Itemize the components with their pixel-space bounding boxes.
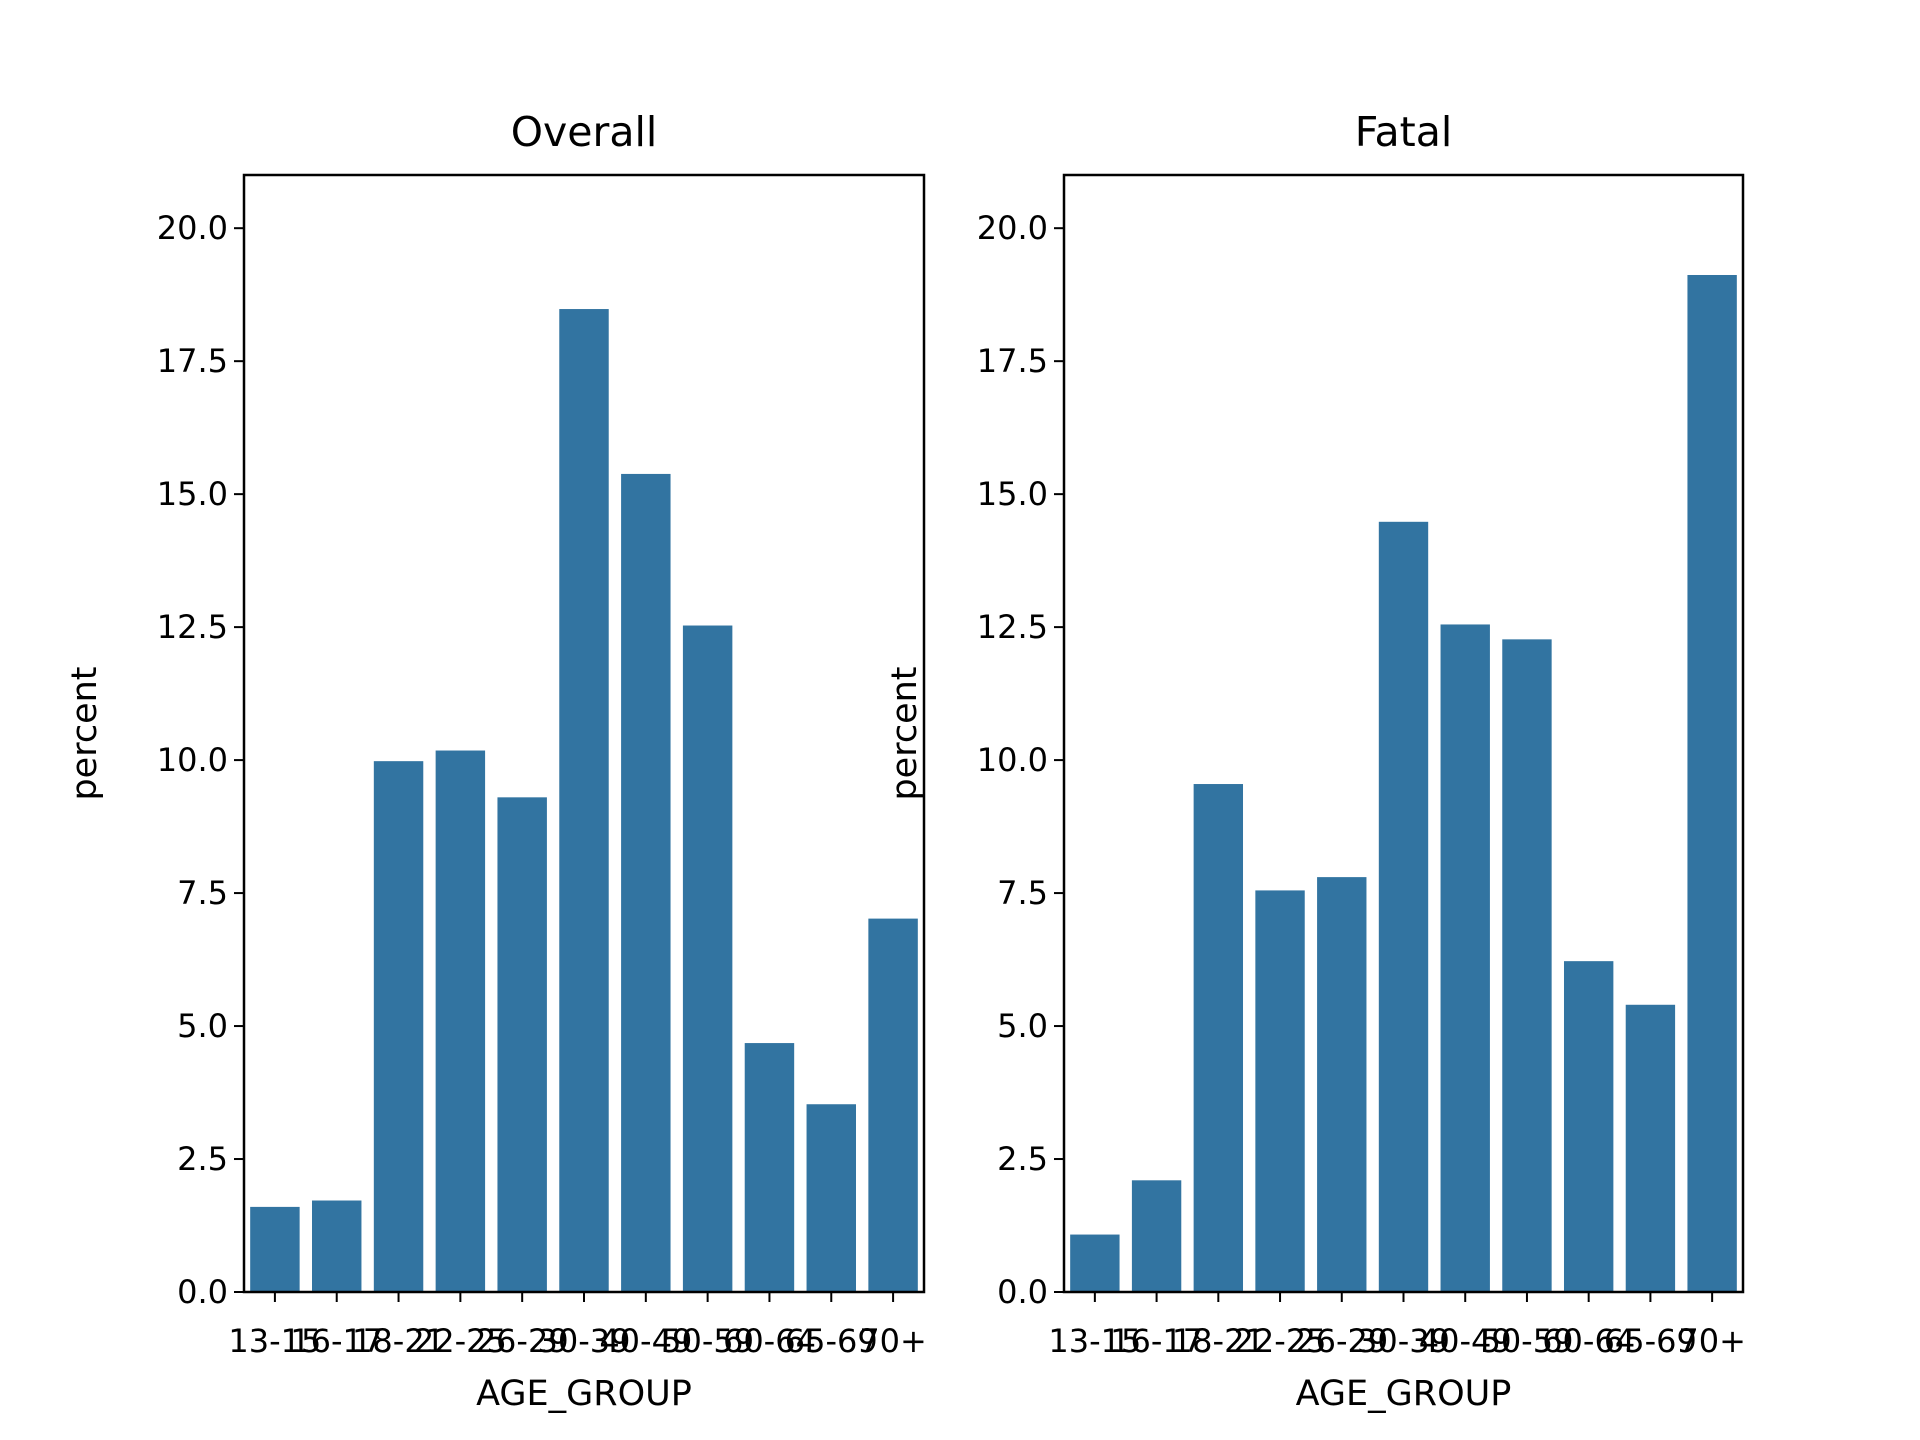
bar-16-17 xyxy=(312,1200,362,1292)
bar-13-15 xyxy=(250,1206,300,1292)
bar-26-29 xyxy=(1317,877,1367,1292)
x-tick-label: 65-69 xyxy=(785,1322,878,1360)
x-tick-label: 26-29 xyxy=(476,1322,569,1360)
y-tick-label: 20.0 xyxy=(157,209,228,247)
y-tick-label: 10.0 xyxy=(157,741,228,779)
x-tick-label: 16-17 xyxy=(1110,1322,1203,1360)
y-tick-label: 5.0 xyxy=(997,1007,1048,1045)
bar-22-25 xyxy=(1255,890,1305,1292)
y-tick-label: 15.0 xyxy=(977,475,1048,513)
y-tick-label: 12.5 xyxy=(977,608,1048,646)
y-tick-label: 0.0 xyxy=(177,1273,228,1311)
y-tick-label: 12.5 xyxy=(157,608,228,646)
y-tick-label: 17.5 xyxy=(157,342,228,380)
y-tick-label: 0.0 xyxy=(997,1273,1048,1311)
x-tick-label: 50-59 xyxy=(1480,1322,1573,1360)
subplot-fatal: Fatal percent AGE_GROUP 0.0 2.5 5.0 7.5 10.0… xyxy=(885,108,1746,1414)
x-tick-label: 65-69 xyxy=(1604,1322,1697,1360)
bar-group xyxy=(250,309,918,1292)
bar-60-64 xyxy=(1563,961,1614,1292)
x-tick-label: 13-15 xyxy=(1048,1322,1141,1360)
bar-group xyxy=(1070,274,1737,1292)
chart-title: Fatal xyxy=(1355,108,1453,156)
bar-70+ xyxy=(1687,274,1737,1292)
x-tick-label: 22-25 xyxy=(1234,1322,1327,1360)
x-tick-label: 18-21 xyxy=(1172,1322,1265,1360)
plot-frame xyxy=(242,173,926,1294)
y-axis-ticks: 0.0 2.5 5.0 7.5 10.0 12.5 15.0 17.5 20.0 xyxy=(157,209,244,1311)
bar-60-64 xyxy=(744,1043,795,1292)
bar-30-39 xyxy=(1378,521,1429,1292)
y-tick-label: 2.5 xyxy=(997,1140,1048,1178)
y-axis-label: percent xyxy=(65,666,105,800)
bar-70+ xyxy=(868,918,918,1292)
x-tick-label: 30-39 xyxy=(1357,1322,1450,1360)
x-tick-label: 30-39 xyxy=(538,1322,631,1360)
y-tick-label: 15.0 xyxy=(157,475,228,513)
bar-18-21 xyxy=(1193,784,1244,1292)
bar-50-59 xyxy=(682,625,733,1292)
x-tick-label: 70+ xyxy=(1678,1322,1746,1360)
y-tick-label: 10.0 xyxy=(977,741,1048,779)
y-axis-label: percent xyxy=(885,666,925,800)
x-tick-label: 18-21 xyxy=(352,1322,445,1360)
plot-frame xyxy=(1062,173,1745,1294)
y-tick-label: 5.0 xyxy=(177,1007,228,1045)
bar-13-15 xyxy=(1070,1234,1120,1292)
subplot-overall: Overall percent AGE_GROUP 0.0 2.5 5.0 7.5 10… xyxy=(65,108,927,1414)
x-axis-ticks: 13-1516-1718-2122-2526-2930-3940-4950-59… xyxy=(1048,1292,1746,1360)
bar-30-39 xyxy=(559,309,609,1292)
chart-title: Overall xyxy=(511,108,658,156)
x-tick-label: 50-59 xyxy=(661,1322,754,1360)
bar-26-29 xyxy=(497,797,547,1292)
x-tick-label: 40-49 xyxy=(599,1322,692,1360)
x-tick-label: 40-49 xyxy=(1419,1322,1512,1360)
x-axis-ticks: 13-1516-1718-2122-2526-2930-3940-4950-59… xyxy=(228,1292,927,1360)
bar-16-17 xyxy=(1131,1180,1182,1292)
x-axis-label: AGE_GROUP xyxy=(1296,1374,1512,1414)
y-tick-label: 2.5 xyxy=(177,1140,228,1178)
x-tick-label: 60-64 xyxy=(1542,1322,1635,1360)
x-tick-label: 16-17 xyxy=(290,1322,383,1360)
bar-50-59 xyxy=(1502,639,1552,1292)
x-axis-label: AGE_GROUP xyxy=(476,1374,692,1414)
x-tick-label: 70+ xyxy=(859,1322,927,1360)
x-tick-label: 26-29 xyxy=(1295,1322,1388,1360)
x-tick-label: 22-25 xyxy=(414,1322,507,1360)
y-tick-label: 20.0 xyxy=(977,209,1048,247)
y-tick-label: 17.5 xyxy=(977,342,1048,380)
bar-22-25 xyxy=(435,750,486,1292)
y-axis-ticks: 0.0 2.5 5.0 7.5 10.0 12.5 15.0 17.5 20.0 xyxy=(977,209,1064,1311)
bar-40-49 xyxy=(1440,624,1490,1292)
x-tick-label: 60-64 xyxy=(723,1322,816,1360)
y-tick-label: 7.5 xyxy=(997,874,1048,912)
x-tick-label: 13-15 xyxy=(228,1322,321,1360)
bar-65-69 xyxy=(1625,1004,1676,1292)
y-tick-label: 7.5 xyxy=(177,874,228,912)
bar-40-49 xyxy=(621,473,671,1292)
bar-65-69 xyxy=(806,1104,856,1292)
bar-18-21 xyxy=(373,761,424,1292)
